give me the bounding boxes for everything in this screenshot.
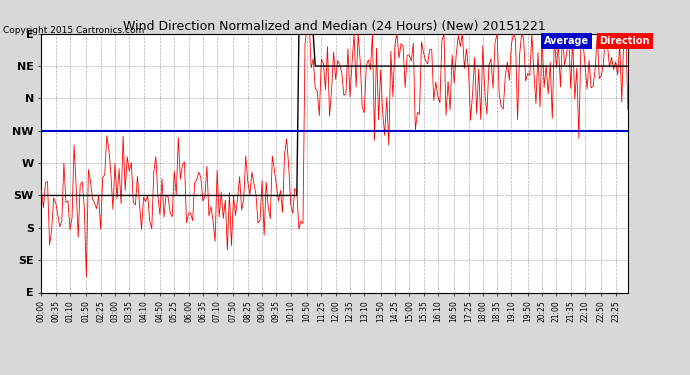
Text: Average: Average	[544, 36, 589, 46]
Text: Copyright 2015 Cartronics.com: Copyright 2015 Cartronics.com	[3, 26, 145, 35]
Title: Wind Direction Normalized and Median (24 Hours) (New) 20151221: Wind Direction Normalized and Median (24…	[124, 20, 546, 33]
Text: Direction: Direction	[600, 36, 650, 46]
